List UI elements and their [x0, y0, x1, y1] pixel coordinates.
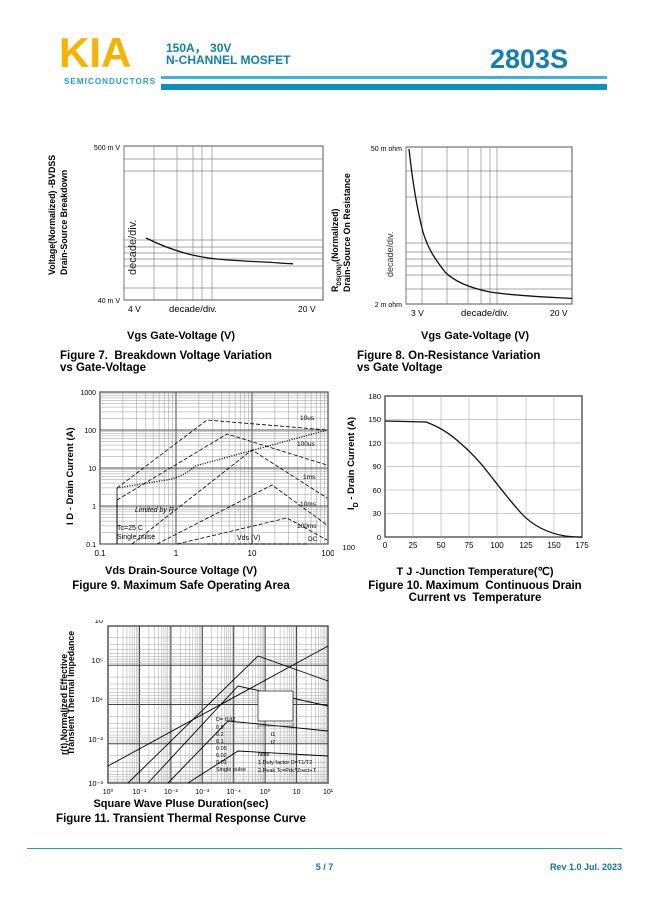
- svg-text:10⁴: 10⁴: [91, 695, 103, 704]
- svg-text:DC: DC: [308, 536, 318, 543]
- svg-text:150: 150: [547, 541, 561, 550]
- svg-text:40 m V: 40 m V: [98, 298, 121, 305]
- svg-text:175: 175: [575, 541, 589, 550]
- svg-text:Voltage(Normalized) -BVDSS: Voltage(Normalized) -BVDSS: [47, 155, 57, 275]
- svg-text:125: 125: [519, 541, 533, 550]
- svg-text:10⁻¹: 10⁻¹: [132, 789, 146, 795]
- svg-text:100ms: 100ms: [297, 523, 317, 530]
- svg-text:0.5: 0.5: [216, 725, 224, 731]
- svg-text:10⁻²: 10⁻²: [88, 735, 103, 744]
- svg-text:Single pulse: Single pulse: [117, 534, 155, 541]
- svg-text:10⁻⁴: 10⁻⁴: [226, 789, 241, 795]
- svg-text:0.2: 0.2: [216, 732, 224, 738]
- svg-text:1ms: 1ms: [303, 474, 316, 481]
- svg-text:60: 60: [373, 486, 381, 495]
- svg-text:10⁰: 10⁰: [103, 788, 114, 795]
- svg-text:10: 10: [88, 466, 96, 473]
- svg-text:0.1: 0.1: [94, 549, 106, 558]
- svg-text:Drain-Source Breakdown: Drain-Source Breakdown: [59, 170, 69, 275]
- svg-text:10: 10: [95, 620, 103, 625]
- svg-text:0.01: 0.01: [216, 760, 227, 766]
- svg-text:D= t1/t2: D= t1/t2: [216, 717, 235, 723]
- svg-text:25: 25: [409, 541, 418, 550]
- svg-text:I D - Drain Current (A): I D - Drain Current (A): [65, 427, 76, 525]
- svg-text:1: 1: [174, 549, 179, 558]
- svg-text:t2: t2: [271, 740, 276, 746]
- svg-text:decade/div.: decade/div.: [169, 304, 217, 315]
- svg-text:100us: 100us: [297, 441, 315, 448]
- svg-text:100: 100: [342, 543, 355, 552]
- svg-text:Single pulse: Single pulse: [216, 767, 246, 773]
- svg-text:Tc=25 C: Tc=25 C: [117, 525, 143, 532]
- svg-text:75: 75: [465, 541, 474, 550]
- svg-text:4 V: 4 V: [128, 304, 141, 314]
- svg-text:180: 180: [368, 392, 381, 401]
- svg-text:10us: 10us: [300, 415, 315, 422]
- svg-text:10⁻³: 10⁻³: [88, 779, 103, 788]
- svg-text:0: 0: [383, 541, 388, 550]
- svg-text:100: 100: [490, 541, 504, 550]
- svg-text:decade/div.: decade/div.: [385, 232, 395, 277]
- svg-text:Note: Note: [258, 752, 270, 758]
- svg-text:10ms: 10ms: [300, 501, 317, 508]
- svg-text:20 V: 20 V: [550, 308, 568, 318]
- svg-text:decade/div.: decade/div.: [127, 220, 139, 275]
- svg-text:10⁻³: 10⁻³: [195, 789, 209, 795]
- svg-text:0: 0: [377, 533, 381, 542]
- svg-text:Transient Thermal Impedance: Transient Thermal Impedance: [66, 631, 76, 755]
- svg-text:50: 50: [437, 541, 446, 550]
- svg-text:ID - Drain Current (A): ID - Drain Current (A): [346, 417, 360, 510]
- svg-text:0.05: 0.05: [216, 746, 227, 752]
- svg-text:Limited by R: Limited by R: [135, 507, 174, 514]
- svg-text:3 V: 3 V: [411, 308, 424, 318]
- svg-text:10: 10: [248, 549, 257, 558]
- svg-text:1.Duty factor D=T1/T2: 1.Duty factor D=T1/T2: [258, 760, 312, 766]
- svg-text:0.1: 0.1: [86, 542, 96, 549]
- svg-text:20 V: 20 V: [298, 304, 316, 314]
- svg-text:10⁻²: 10⁻²: [164, 789, 178, 795]
- svg-text:decade/div.: decade/div.: [461, 308, 509, 319]
- svg-text:0.1: 0.1: [216, 739, 224, 745]
- svg-text:Vds (V): Vds (V): [237, 535, 260, 542]
- svg-text:10⁰: 10⁰: [260, 788, 271, 795]
- svg-text:150: 150: [368, 415, 381, 424]
- svg-text:500 m V: 500 m V: [94, 145, 120, 152]
- svg-text:Drain-Source On Resistance: Drain-Source On Resistance: [342, 173, 352, 292]
- svg-text:t1: t1: [271, 732, 276, 738]
- svg-text:50 m ohm: 50 m ohm: [371, 146, 402, 153]
- svg-text:0.02: 0.02: [216, 753, 227, 759]
- svg-text:10⁵: 10⁵: [92, 656, 103, 665]
- svg-text:90: 90: [373, 462, 381, 471]
- svg-text:1: 1: [92, 504, 96, 511]
- svg-text:10¹: 10¹: [323, 789, 334, 795]
- svg-text:2 m ohm: 2 m ohm: [375, 302, 402, 309]
- svg-text:30: 30: [373, 509, 381, 518]
- svg-text:2.Peak Tc=Pdc*Zrect+T: 2.Peak Tc=Pdc*Zrect+T: [258, 768, 317, 774]
- svg-text:120: 120: [368, 439, 381, 448]
- svg-text:1000: 1000: [80, 390, 96, 397]
- svg-text:10: 10: [293, 789, 301, 795]
- svg-text:100: 100: [84, 428, 96, 435]
